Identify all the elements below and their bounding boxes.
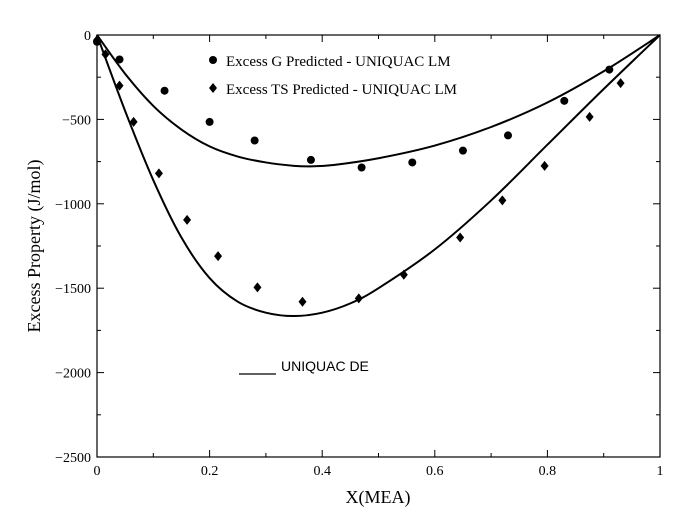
excess-ts-point [154, 168, 163, 179]
fit-curve-excess-ts-fit [96, 34, 661, 318]
excess-g-point [115, 55, 124, 64]
legend-marker-excess-ts [209, 83, 217, 93]
x-tick-label: 0.6 [426, 464, 444, 479]
data-points [93, 35, 625, 307]
fit-curves [96, 34, 661, 318]
excess-g-point [560, 96, 569, 105]
x-axis-ticks: 0 0.2 0.4 0.6 0.8 1 [94, 35, 664, 479]
excess-ts-point [540, 160, 549, 171]
x-axis-label: X(MEA) [346, 487, 411, 508]
x-tick-label: 0 [94, 464, 101, 479]
excess-g-point [408, 158, 417, 167]
excess-g-point [205, 117, 214, 126]
excess-ts-point [101, 49, 110, 60]
excess-g-point [250, 136, 259, 145]
legend-label-excess-ts: Excess TS Predicted - UNIQUAC LM [226, 82, 457, 98]
excess-ts-point [498, 195, 507, 206]
excess-ts-point [616, 78, 625, 89]
y-tick-label: −2000 [55, 367, 91, 382]
excess-ts-point [129, 116, 138, 127]
y-tick-label: −2500 [55, 451, 91, 466]
excess-g-point [503, 131, 512, 140]
line-legend: UNIQUAC DE [239, 358, 369, 375]
y-axis-ticks: 0 −500 −1000 −1500 −2000 −2500 [55, 29, 660, 466]
excess-ts-point [298, 296, 307, 307]
legend: Excess G Predicted - UNIQUAC LM Excess T… [209, 54, 457, 98]
x-tick-label: 0.4 [313, 464, 331, 479]
y-tick-label: −500 [62, 113, 91, 128]
y-tick-label: −1000 [55, 198, 91, 213]
excess-ts-point [585, 111, 594, 122]
excess-ts-point [399, 269, 408, 280]
excess-ts-point [456, 232, 465, 243]
y-tick-label: 0 [84, 29, 91, 44]
excess-g-point [306, 155, 315, 164]
y-axis-label: Excess Property (J/mol) [24, 160, 45, 333]
excess-g-point [458, 146, 467, 155]
excess-ts-point [253, 282, 262, 293]
legend-label-excess-g: Excess G Predicted - UNIQUAC LM [226, 54, 451, 70]
x-tick-label: 0.2 [201, 464, 219, 479]
line-legend-label: UNIQUAC DE [281, 358, 369, 374]
x-tick-label: 1 [657, 464, 664, 479]
excess-ts-point [183, 214, 192, 225]
fit-curve-excess-g-fit [96, 34, 661, 168]
excess-g-point [160, 86, 169, 95]
x-tick-label: 0.8 [539, 464, 557, 479]
excess-g-point [357, 163, 366, 172]
y-tick-label: −1500 [55, 282, 91, 297]
legend-marker-excess-g [209, 56, 217, 64]
excess-ts-point [354, 293, 363, 304]
excess-ts-point [214, 251, 223, 262]
excess-ts-point [115, 80, 124, 91]
excess-g-point [605, 65, 614, 74]
